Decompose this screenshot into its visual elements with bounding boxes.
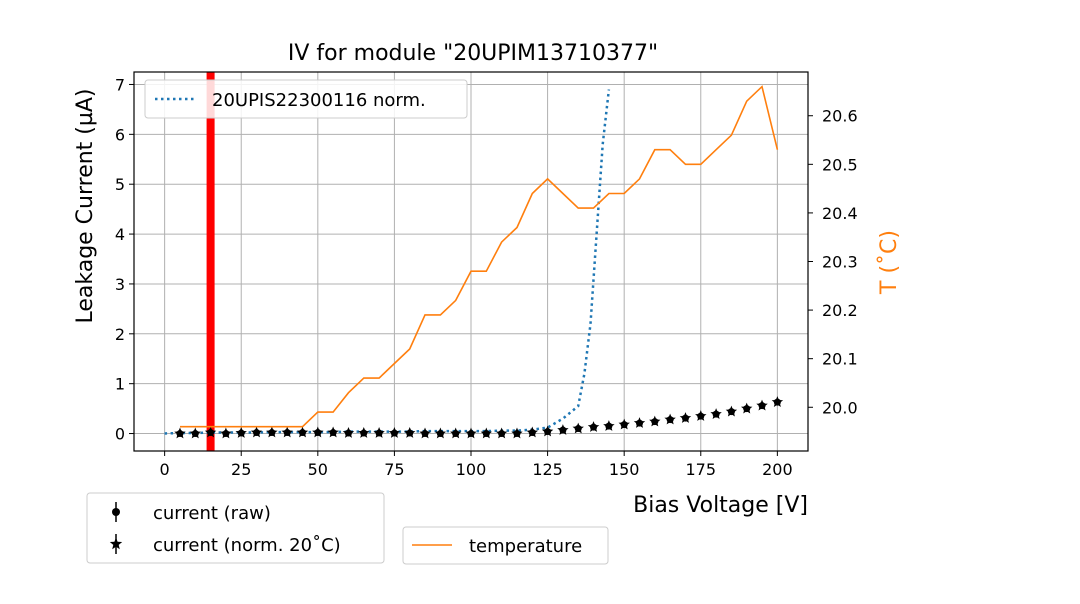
- current-norm-point: [220, 427, 232, 439]
- y-tick-label: 5: [115, 175, 125, 194]
- current-norm-point: [480, 427, 492, 439]
- current-norm-series: [174, 396, 784, 439]
- current-norm-point: [771, 396, 784, 407]
- current-norm-point: [526, 426, 538, 438]
- legend-temperature: temperature: [402, 526, 609, 565]
- legends: 20UPIS22300116 norm.current (raw)current…: [86, 79, 609, 565]
- y2-tick-label: 20.3: [822, 253, 858, 272]
- current-norm-point: [664, 413, 676, 425]
- legend-reference: 20UPIS22300116 norm.: [144, 79, 468, 119]
- x-tick-label: 25: [231, 460, 251, 479]
- axes-layer: 0 25 50 75 100 125 150 175 200 0 1 2 3 4 5 6 7 20.0 20.1 20…: [115, 71, 858, 479]
- current-norm-point: [756, 399, 768, 411]
- y2-tick-label: 20.2: [822, 301, 858, 320]
- x-tick-label: 100: [456, 460, 487, 479]
- grid: [134, 72, 808, 451]
- current-norm-point: [572, 422, 584, 434]
- legend-temperature-box: [402, 526, 609, 565]
- x-tick-label: 0: [160, 460, 170, 479]
- y-tick-label: 6: [115, 125, 125, 144]
- current-norm-point: [465, 427, 477, 439]
- current-norm-point: [633, 417, 646, 428]
- temperature-line: [180, 85, 779, 428]
- current-norm-point: [587, 421, 600, 432]
- current-norm-point: [741, 402, 753, 414]
- current-norm-point: [266, 426, 278, 438]
- legend-currents-box: [86, 492, 385, 564]
- legend-temperature-label: temperature: [469, 536, 582, 557]
- y2-tick-label: 20.4: [822, 204, 858, 223]
- legend-raw-marker: [112, 508, 120, 516]
- x-tick-label: 150: [609, 460, 640, 479]
- current-norm-point: [342, 427, 355, 438]
- current-norm-point: [710, 408, 722, 419]
- y-tick-label: 2: [115, 325, 125, 344]
- y2-tick-label: 20.6: [822, 107, 858, 126]
- plot-area: [164, 72, 784, 451]
- legend-reference-label: 20UPIS22300116 norm.: [212, 90, 426, 111]
- y-tick-label: 7: [115, 75, 125, 94]
- y-tick-label: 4: [115, 225, 125, 244]
- current-norm-point: [358, 427, 370, 438]
- y-tick-label: 3: [115, 275, 125, 294]
- y2-tick-label: 20.5: [822, 155, 858, 174]
- x-tick-label: 75: [384, 460, 404, 479]
- current-norm-point: [296, 426, 309, 438]
- current-norm-point: [174, 427, 186, 439]
- current-norm-point: [511, 427, 523, 439]
- y2-tick-label: 20.1: [822, 350, 858, 369]
- legend-norm-marker: [109, 537, 123, 550]
- legend-raw-label: current (raw): [153, 503, 271, 524]
- current-norm-point: [603, 420, 615, 431]
- current-norm-point: [725, 405, 738, 417]
- x-tick-label: 50: [308, 460, 328, 479]
- current-norm-point: [679, 412, 692, 423]
- current-norm-point: [541, 425, 554, 437]
- current-norm-point: [189, 427, 201, 439]
- current-norm-point: [281, 426, 293, 438]
- current-norm-point: [327, 426, 339, 438]
- current-norm-point: [404, 427, 416, 438]
- x-tick-label: 200: [762, 460, 793, 479]
- current-norm-point: [250, 426, 263, 438]
- legend-norm-label: current (norm. 20˚C): [153, 535, 341, 556]
- current-norm-point: [618, 418, 630, 430]
- reference-norm-line: [164, 89, 611, 435]
- current-norm-point: [235, 427, 247, 438]
- current-norm-point: [495, 427, 508, 439]
- current-norm-point: [388, 427, 401, 438]
- current-norm-point: [373, 427, 385, 438]
- x-tick-label: 175: [685, 460, 716, 479]
- y-tick-label: 1: [115, 375, 125, 394]
- chart-title: IV for module "20UPIM13710377": [288, 41, 658, 66]
- y-tick-label: 0: [115, 425, 125, 444]
- x-tick-label: 125: [532, 460, 563, 479]
- y-axis-label: Leakage Current (µA): [73, 88, 98, 323]
- current-norm-point: [312, 426, 324, 438]
- current-norm-point: [434, 427, 447, 439]
- current-norm-point: [204, 426, 217, 438]
- current-norm-point: [557, 424, 569, 435]
- series-layer: [164, 72, 784, 451]
- x-axis-label: Bias Voltage [V]: [633, 493, 808, 518]
- current-norm-point: [695, 410, 707, 421]
- y2-tick-label: 20.0: [822, 398, 858, 417]
- legend-reference-box: [144, 79, 468, 119]
- y2-axis-label: T (˚C): [877, 230, 902, 295]
- current-norm-point: [450, 427, 462, 439]
- current-norm-point: [419, 427, 431, 439]
- current-norm-point: [649, 415, 661, 427]
- legend-currents: current (raw) current (norm. 20˚C): [86, 492, 385, 564]
